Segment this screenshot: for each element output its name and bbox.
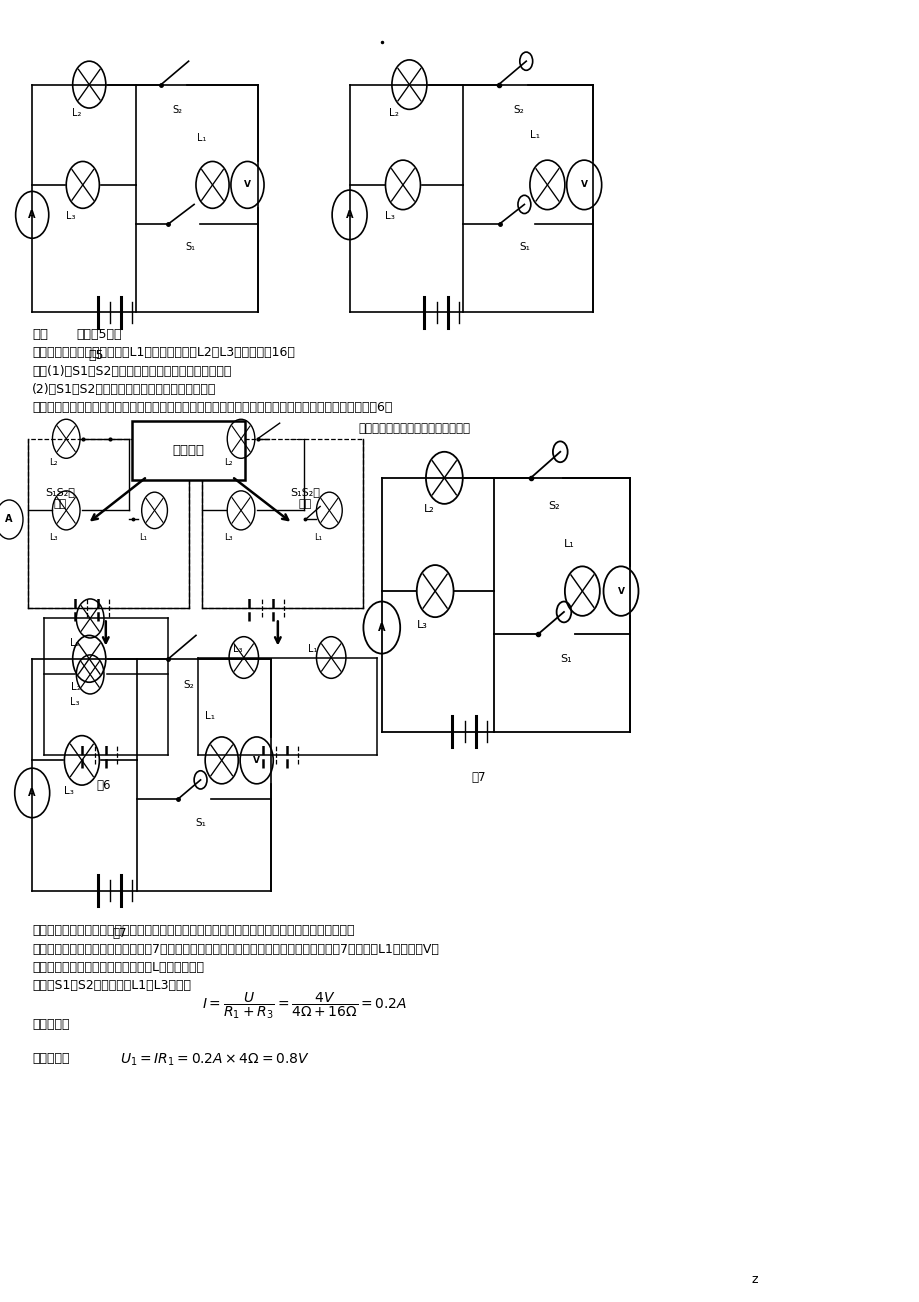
Text: A: A: [28, 788, 36, 798]
Text: (2)、S1、S2都接通时，整个电路消耗的电功率。: (2)、S1、S2都接通时，整个电路消耗的电功率。: [32, 383, 216, 396]
Text: L₃: L₃: [49, 533, 58, 542]
Text: A: A: [28, 210, 36, 220]
Text: $U_1 = IR_1 = 0.2A \times 4\Omega = 0.8V$: $U_1 = IR_1 = 0.2A \times 4\Omega = 0.8V…: [119, 1052, 309, 1069]
Text: 图5: 图5: [89, 349, 104, 362]
Text: 闭合: 闭合: [53, 499, 66, 509]
Text: S₁S₂均: S₁S₂均: [45, 487, 74, 497]
Text: 加在蓝线与黑线之间，所以电压表是L两端的电压。: 加在蓝线与黑线之间，所以电压表是L两端的电压。: [32, 961, 204, 974]
Text: S₁: S₁: [195, 818, 206, 828]
Text: L₃: L₃: [385, 211, 394, 221]
Text: A: A: [346, 210, 353, 220]
Text: 可借助于「等电位」进展分析。在图7中，红线、蓝线、黑线分别是三个「同电位点」，由图7中可见，L1与电压表V均: 可借助于「等电位」进展分析。在图7中，红线、蓝线、黑线分别是三个「同电位点」，由…: [32, 943, 438, 956]
Text: 电压表读数: 电压表读数: [32, 1052, 70, 1065]
Text: S₂: S₂: [548, 501, 559, 512]
Text: S₁: S₁: [186, 242, 195, 253]
Text: L₂: L₂: [72, 108, 81, 118]
Text: 图7: 图7: [112, 927, 127, 940]
Text: 注：图中虚线局部是要去掉的局部。: 注：图中虚线局部是要去掉的局部。: [358, 422, 471, 435]
Text: V: V: [244, 181, 251, 189]
FancyBboxPatch shape: [132, 421, 244, 480]
Text: 求：(1)、S1、S2都断开时，电流表和电压表的示数。: 求：(1)、S1、S2都断开时，电流表和电压表的示数。: [32, 365, 232, 378]
Text: S₂: S₂: [173, 105, 182, 116]
Text: 解：当S1、S2都断开时，L1、L3串联。: 解：当S1、S2都断开时，L1、L3串联。: [32, 979, 191, 992]
Text: V: V: [253, 756, 260, 764]
Bar: [28, 439, 188, 608]
Text: S₂: S₂: [183, 680, 194, 690]
Text: V: V: [580, 181, 587, 189]
Text: L₃: L₃: [416, 620, 427, 630]
Text: L₁: L₁: [308, 643, 317, 654]
Text: 图7: 图7: [471, 771, 485, 784]
Text: L₁: L₁: [140, 533, 147, 542]
Text: L₃: L₃: [64, 786, 74, 797]
Text: L₁: L₁: [197, 133, 206, 143]
Text: L₁: L₁: [205, 711, 214, 721]
Text: 在用「去表法」去掉电流表电压表后，要分析它们分别测量哪一个用电器的哪一个物理量。电压表: 在用「去表法」去掉电流表电压表后，要分析它们分别测量哪一个用电器的哪一个物理量。…: [32, 924, 355, 937]
Text: S₁S₂均: S₁S₂均: [290, 487, 320, 497]
Text: $I = \dfrac{U}{R_1+R_3} = \dfrac{4V}{4\Omega+16\Omega} = 0.2A$: $I = \dfrac{U}{R_1+R_3} = \dfrac{4V}{4\O…: [202, 990, 407, 1021]
Text: L₁: L₁: [530, 130, 539, 141]
Text: L₃: L₃: [70, 697, 79, 707]
Text: L₂: L₂: [49, 458, 58, 467]
Bar: [202, 439, 363, 608]
Text: V: V: [617, 587, 624, 595]
Text: L₂: L₂: [223, 458, 233, 467]
Text: ：如图5所示: ：如图5所示: [76, 328, 121, 341]
Text: L₂: L₂: [70, 638, 79, 648]
Text: L₂: L₂: [424, 504, 435, 514]
Text: S₁: S₁: [560, 654, 571, 664]
Text: 断开: 断开: [299, 499, 312, 509]
Text: L₂: L₂: [72, 682, 81, 693]
Text: L₃: L₃: [233, 643, 242, 654]
Text: 电流表读数: 电流表读数: [32, 1018, 70, 1031]
Text: 例题分析：在题中的当开关处于闭合或断开的两种情况下电路构造发生了变化，可进展电路的改画，见图6。: 例题分析：在题中的当开关处于闭合或断开的两种情况下电路构造发生了变化，可进展电路…: [32, 401, 392, 414]
Text: A: A: [6, 514, 13, 525]
Text: A: A: [378, 622, 385, 633]
Text: S₁: S₁: [518, 242, 529, 253]
Text: L₃: L₃: [223, 533, 233, 542]
Text: L₁: L₁: [563, 539, 574, 549]
Text: 图6: 图6: [96, 779, 111, 792]
Text: 原电路图: 原电路图: [173, 444, 204, 457]
Text: 电路中，电源电压保持４伏，L1的电阻为４欧，L2、L3的电阻均为16欧: 电路中，电源电压保持４伏，L1的电阻为４欧，L2、L3的电阻均为16欧: [32, 346, 295, 359]
Text: z: z: [750, 1273, 757, 1286]
Text: S₂: S₂: [513, 105, 524, 116]
Text: L₁: L₁: [314, 533, 322, 542]
Text: 例题: 例题: [32, 328, 48, 341]
Text: L₂: L₂: [389, 108, 398, 118]
Text: L₃: L₃: [66, 211, 75, 221]
